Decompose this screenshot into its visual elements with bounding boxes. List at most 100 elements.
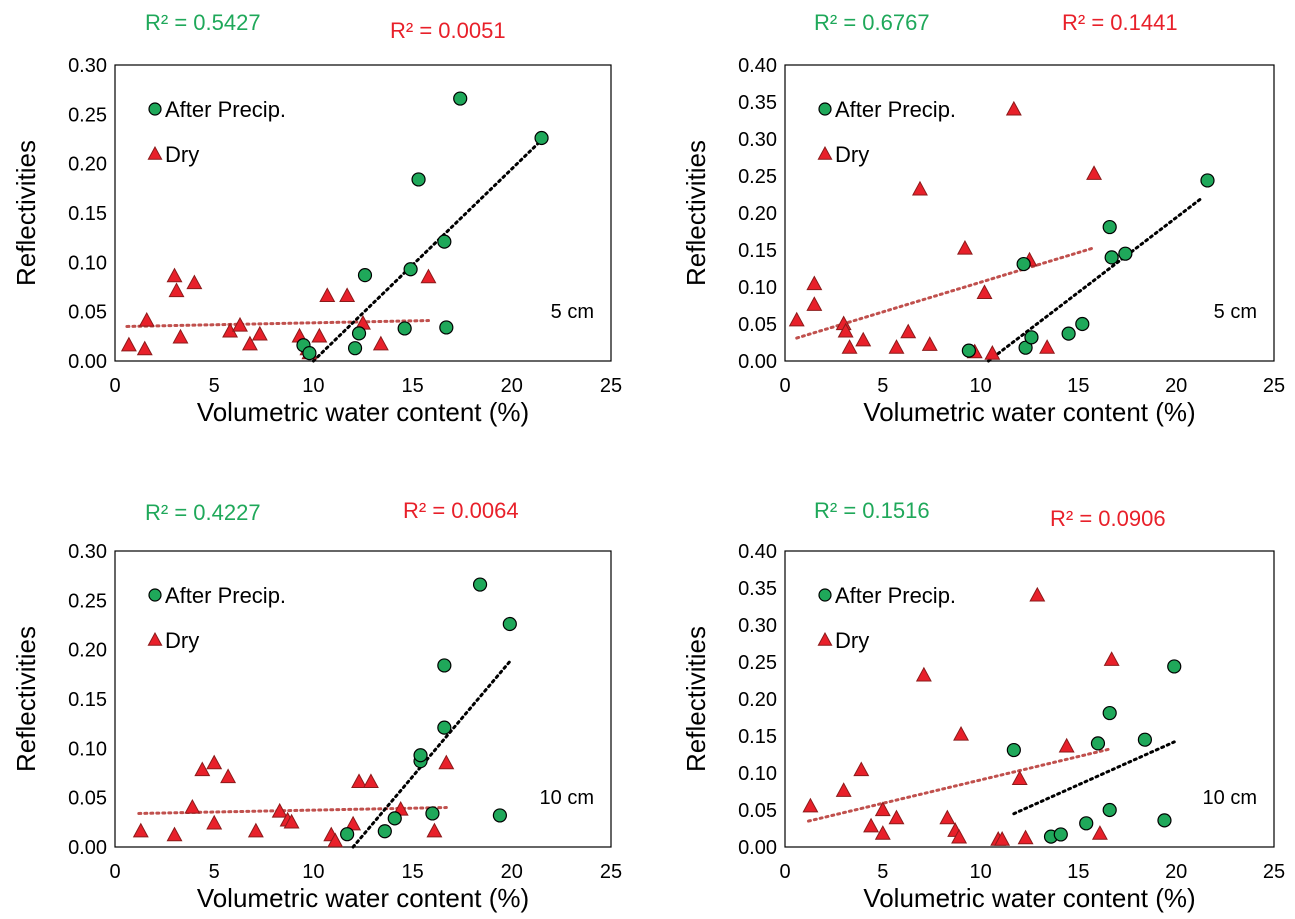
chart-panel-bottom-left: R² = 0.4227 R² = 0.0064 0.00 0.05 0.10 0.15…	[11, 498, 622, 913]
x-tick-label: 15	[401, 861, 423, 883]
x-tick-label: 5	[877, 375, 888, 397]
dry-point	[956, 239, 973, 255]
dry-point	[438, 754, 455, 770]
r2-dry-label: R² = 0.0906	[1050, 506, 1166, 531]
after-precip-point	[347, 341, 363, 356]
x-tick-label: 10	[302, 375, 324, 397]
legend-dry-marker	[817, 145, 833, 160]
y-tick-label: 0.10	[738, 763, 777, 785]
x-tick-label: 10	[969, 861, 991, 883]
after-precip-point	[302, 346, 317, 361]
dry-point	[1103, 651, 1120, 666]
dry-point	[1029, 586, 1046, 602]
dry-point	[168, 282, 185, 298]
after-precip-point	[1157, 813, 1172, 828]
dry-point	[853, 761, 870, 777]
legend-after-precip-marker	[148, 102, 162, 116]
y-tick-label: 0.40	[738, 541, 777, 563]
y-tick-label: 0.15	[68, 689, 107, 711]
depth-label: 5 cm	[1214, 301, 1257, 323]
x-tick-label: 25	[1263, 375, 1285, 397]
depth-label: 5 cm	[551, 301, 594, 323]
dry-point	[939, 809, 956, 825]
dry-point	[921, 336, 938, 351]
plot-area	[784, 64, 1275, 362]
dry-point	[1058, 737, 1075, 753]
dry-point	[194, 761, 211, 777]
y-axis-title: Reflectivities	[681, 626, 711, 772]
dry-point	[426, 822, 443, 838]
dry-point	[138, 311, 155, 327]
y-tick-label: 0.05	[68, 302, 107, 324]
dry-point	[251, 325, 268, 341]
after-precip-point	[1167, 659, 1182, 674]
after-precip-point	[1053, 827, 1068, 842]
after-precip-point	[351, 326, 367, 341]
dry-point	[345, 815, 362, 831]
legend-dry-label: Dry	[835, 142, 869, 167]
after-precip-point	[1016, 256, 1031, 272]
dry-point	[283, 813, 300, 829]
after-precip-point	[534, 130, 549, 146]
dry-point	[206, 754, 223, 770]
plot-area	[114, 64, 612, 362]
y-tick-label: 0.00	[738, 837, 777, 859]
dry-point	[888, 809, 905, 825]
y-tick-label: 0.10	[68, 738, 107, 760]
after-precip-point	[1102, 802, 1117, 818]
after-precip-point	[492, 808, 507, 823]
legend-after-precip-marker	[148, 588, 162, 602]
x-tick-label: 25	[1263, 861, 1285, 883]
x-tick-label: 25	[600, 375, 622, 397]
legend-dry-label: Dry	[835, 628, 869, 653]
after-precip-point	[397, 321, 412, 336]
y-tick-label: 0.25	[68, 104, 107, 126]
y-tick-label: 0.30	[68, 541, 107, 563]
r2-dry-label: R² = 0.1441	[1062, 10, 1178, 35]
dry-point	[802, 797, 819, 813]
x-tick-label: 0	[109, 861, 120, 883]
r2-after-label: R² = 0.5427	[145, 10, 261, 35]
y-tick-label: 0.00	[738, 351, 777, 373]
after-precip-point	[425, 806, 440, 821]
y-tick-label: 0.35	[738, 578, 777, 600]
y-tick-label: 0.20	[738, 203, 777, 225]
x-tick-label: 25	[600, 861, 622, 883]
legend-dry-label: Dry	[165, 142, 199, 167]
dry-point	[806, 275, 823, 291]
dry-point	[1017, 829, 1034, 845]
plot-area	[784, 550, 1275, 848]
dry-point	[220, 768, 237, 784]
r2-after-label: R² = 0.1516	[814, 498, 930, 523]
dry-point	[788, 311, 805, 327]
plot-area	[114, 550, 612, 848]
after-precip-point	[377, 824, 392, 839]
depth-label: 10 cm	[1203, 787, 1257, 809]
dry-point	[1086, 165, 1103, 180]
dry-point	[874, 825, 891, 840]
y-tick-label: 0.30	[68, 55, 107, 77]
chart-panel-top-left: R² = 0.5427 R² = 0.0051 0.00 0.05 0.10 0.15…	[11, 10, 622, 427]
dry-point	[984, 345, 1001, 360]
legend-dry-marker	[147, 145, 163, 160]
after-precip-point	[1090, 736, 1106, 751]
dry-point	[206, 814, 223, 830]
x-axis-title: Volumetric water content (%)	[863, 397, 1195, 427]
dry-point	[915, 666, 932, 682]
x-tick-label: 20	[501, 861, 523, 883]
y-tick-label: 0.15	[738, 240, 777, 262]
dry-point	[1005, 100, 1022, 116]
dry-point	[837, 322, 854, 338]
y-tick-label: 0.05	[738, 800, 777, 822]
y-tick-label: 0.20	[738, 689, 777, 711]
dry-point	[186, 274, 203, 290]
y-tick-label: 0.05	[68, 788, 107, 810]
r2-after-label: R² = 0.6767	[814, 10, 930, 35]
y-tick-label: 0.10	[68, 252, 107, 274]
dry-point	[172, 328, 189, 344]
dry-point	[362, 773, 379, 789]
y-tick-label: 0.10	[738, 277, 777, 299]
dry-point	[166, 826, 183, 842]
y-tick-label: 0.25	[738, 652, 777, 674]
